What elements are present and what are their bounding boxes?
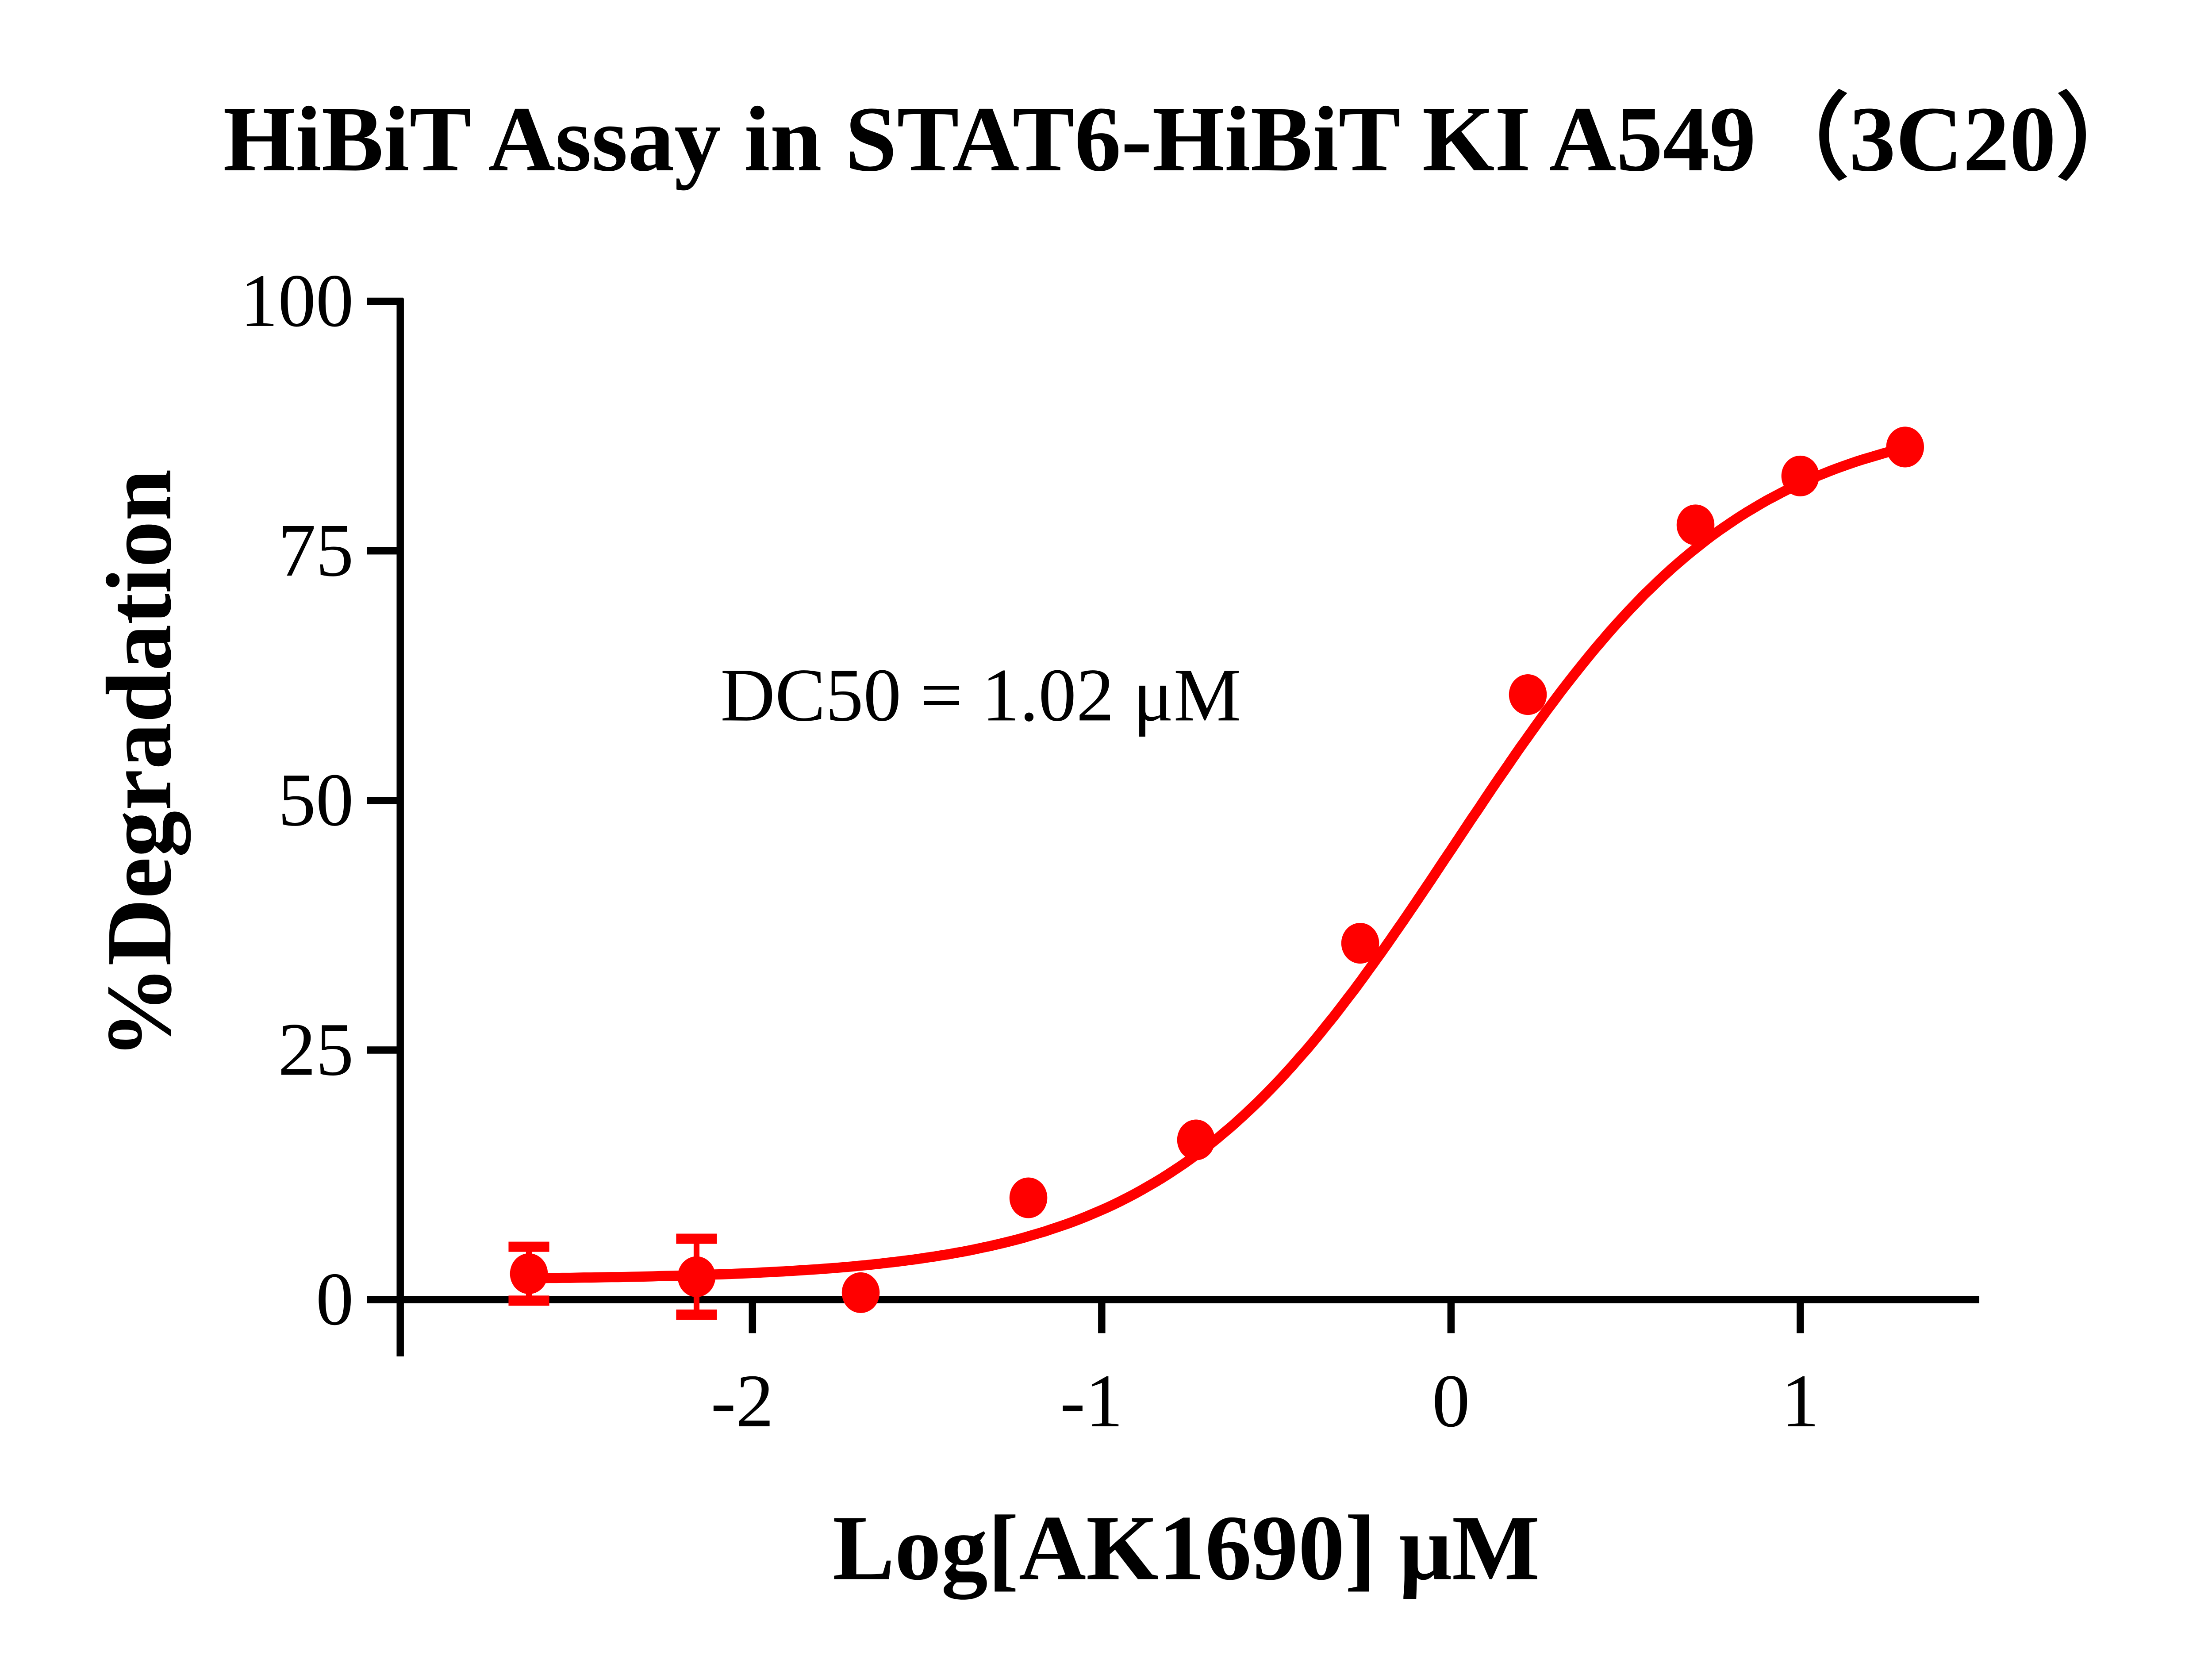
data-point	[677, 1256, 716, 1297]
y-tick-label: 75	[278, 509, 353, 592]
x-axis-label: Log[AK1690] μM	[833, 1496, 1540, 1599]
fit-curve	[529, 442, 1907, 1283]
y-tick-label: 50	[278, 758, 353, 842]
data-point	[1177, 1119, 1215, 1160]
data-point	[1509, 674, 1547, 715]
x-tick-label: 0	[1432, 1360, 1470, 1443]
data-point	[1886, 426, 1924, 468]
data-point	[1676, 504, 1715, 545]
x-tick-label: -1	[1060, 1360, 1123, 1443]
x-tick-label: -2	[711, 1360, 774, 1443]
data-point	[510, 1253, 548, 1294]
chart-title: HiBiT Assay in STAT6-HiBiT KI A549（3C20）	[223, 87, 2149, 191]
y-axis-label: %Degradation	[87, 469, 191, 1059]
data-point	[1009, 1177, 1048, 1218]
data-point	[1781, 455, 1820, 496]
y-tick-label: 25	[278, 1008, 353, 1091]
dc50-annotation: DC50 = 1.02 μM	[720, 653, 1241, 737]
data-point	[841, 1272, 880, 1313]
y-tick-label: 100	[240, 259, 354, 343]
x-tick-label: 1	[1782, 1360, 1820, 1443]
y-tick-label: 0	[316, 1258, 354, 1341]
data-point	[1341, 922, 1379, 964]
